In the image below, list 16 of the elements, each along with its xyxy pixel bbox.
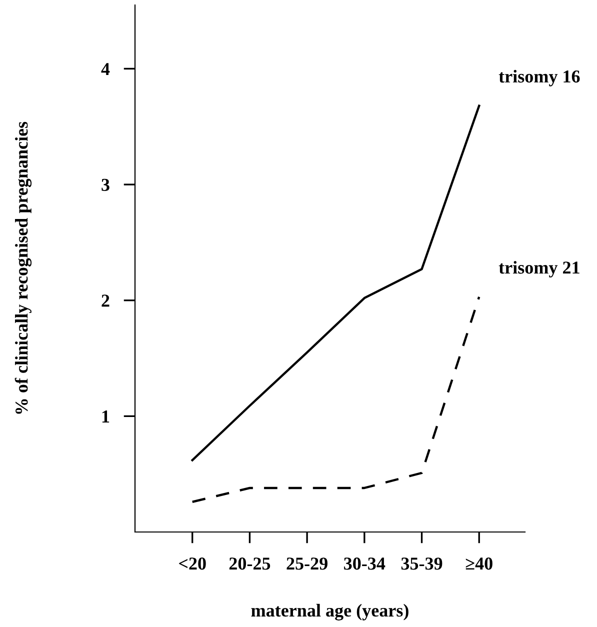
y-tick-label: 4 [101, 63, 110, 75]
y-tick-label: 1 [102, 410, 110, 422]
x-tick-label: 25-29 [286, 558, 328, 570]
x-tick-label: ≥40 [466, 558, 492, 570]
x-tick-label: <20 [179, 558, 206, 570]
series-label: trisomy 16 [498, 70, 580, 86]
x-axis-title: maternal age (years) [251, 604, 408, 620]
x-tick-label: 35-39 [401, 558, 442, 570]
x-tick-label: 20-25 [229, 558, 270, 570]
y-tick-label: 3 [102, 178, 110, 191]
y-tick-label: 2 [102, 294, 110, 307]
line-series [191, 104, 480, 462]
y-axis-title: % of clinically recognised pregnancies [14, 122, 32, 414]
series-label: trisomy 21 [498, 261, 580, 278]
line-series [191, 296, 480, 503]
x-tick-label: 30-34 [344, 558, 386, 570]
